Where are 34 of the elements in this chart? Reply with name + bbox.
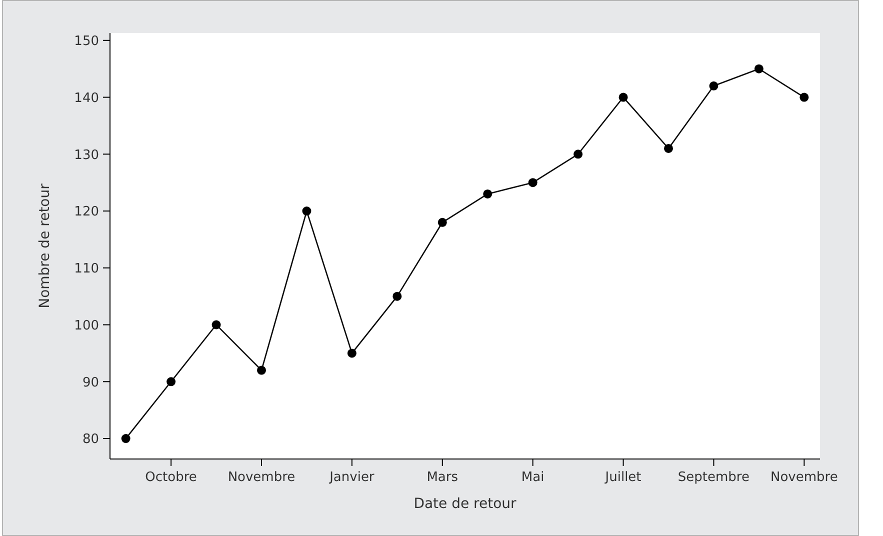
x-tick-label: Novembre [770, 470, 838, 486]
point [709, 81, 718, 90]
y-tick-label: 140 [74, 90, 99, 106]
point [483, 189, 492, 198]
point [528, 178, 538, 188]
x-tick-label: Janvier [328, 470, 375, 486]
point [754, 64, 764, 74]
y-axis-title: Nombre de retour [36, 183, 53, 308]
point [664, 144, 674, 153]
x-tick-label: Juillet [604, 470, 642, 486]
x-axis-title: Date de retour [414, 496, 517, 512]
point [166, 377, 176, 386]
y-tick-label: 130 [74, 148, 99, 163]
point [438, 218, 447, 227]
x-tick-label: Octobre [145, 470, 197, 486]
x-tick-label: Septembre [678, 470, 750, 486]
x-tick-label: Mai [521, 470, 544, 486]
point [392, 292, 402, 301]
y-tick-label: 80 [82, 432, 99, 448]
point [574, 150, 583, 159]
point [212, 320, 221, 330]
point [256, 366, 266, 375]
point [800, 92, 809, 102]
y-tick-label: 150 [74, 34, 99, 50]
point [302, 206, 312, 216]
y-tick-label: 100 [74, 318, 99, 334]
point [347, 348, 356, 358]
y-tick-label: 90 [82, 375, 99, 390]
x-tick-label: Novembre [228, 470, 296, 486]
y-tick-label: 110 [74, 262, 99, 277]
point [618, 92, 628, 102]
y-tick-label: 120 [74, 204, 99, 220]
x-tick-label: Mars [426, 470, 458, 486]
point [121, 434, 130, 444]
